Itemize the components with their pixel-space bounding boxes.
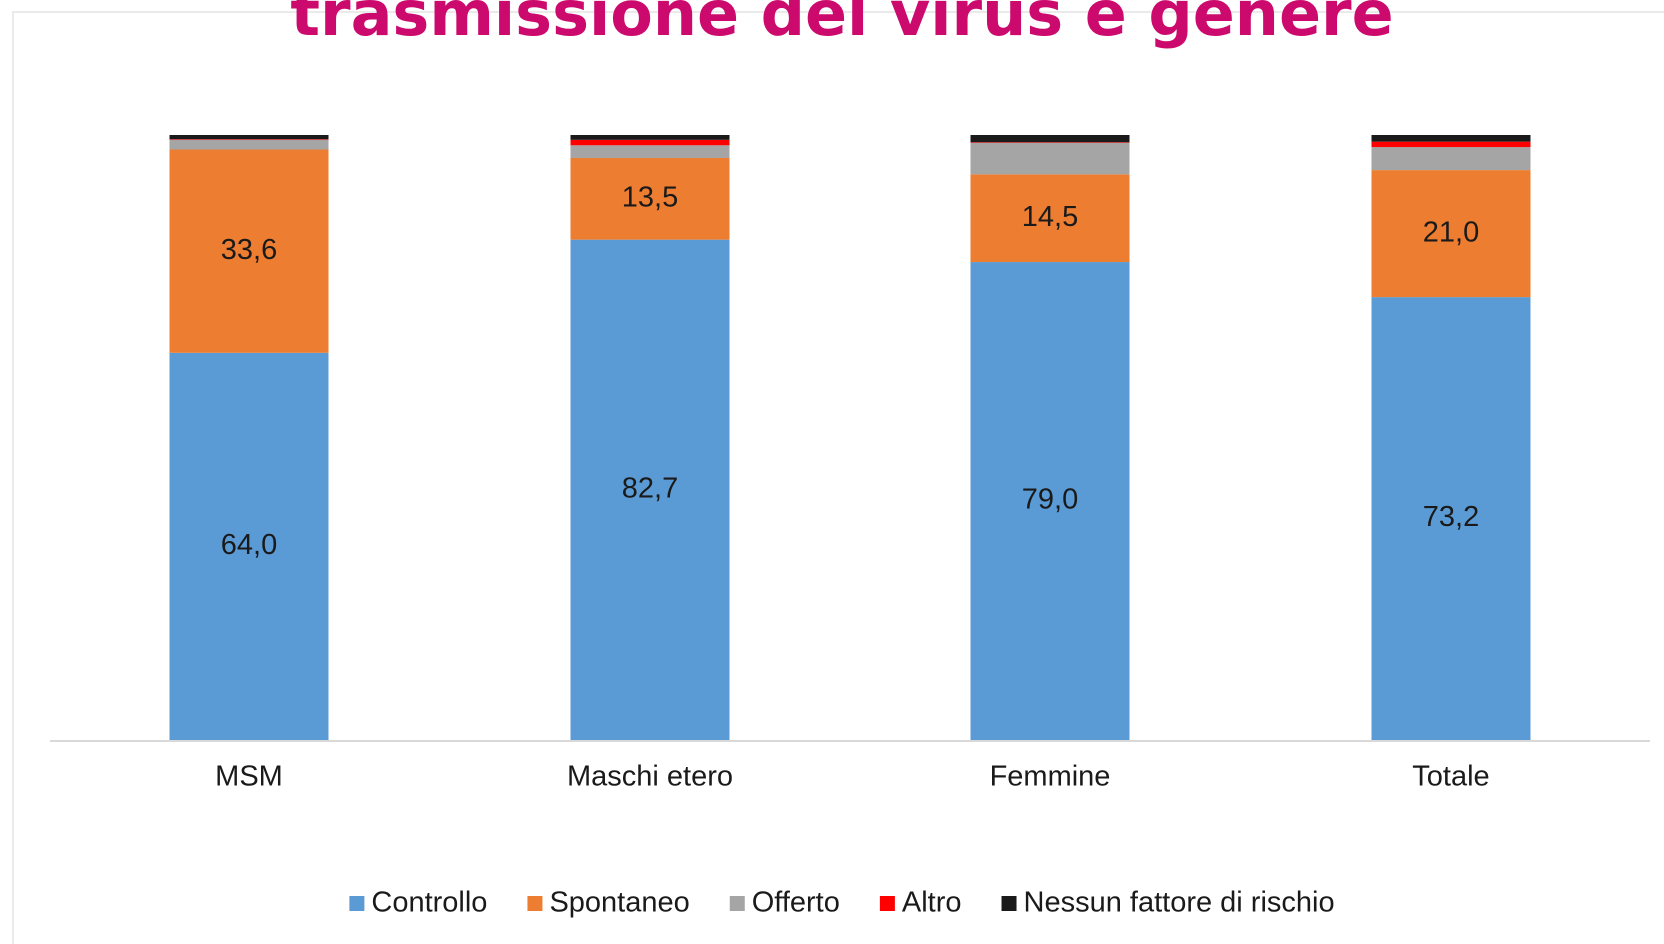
bar-segment [570, 157, 730, 240]
data-label: 73,2 [1423, 501, 1479, 533]
legend-swatch [879, 896, 895, 911]
chart-frame [12, 11, 1664, 944]
legend-label: Altro [902, 887, 962, 919]
x-tick-label: Femmine [990, 761, 1111, 793]
bar-segment [1371, 297, 1531, 740]
data-label: 13,5 [622, 181, 678, 213]
bar-segment [1371, 141, 1531, 148]
bar-segment [169, 135, 329, 140]
bar-segment [169, 352, 329, 740]
data-label: 79,0 [1022, 484, 1078, 516]
legend-swatch [729, 896, 745, 911]
legend-swatch [349, 896, 365, 911]
x-tick-label: MSM [215, 761, 283, 793]
bar-segment [570, 239, 730, 741]
bar-segment [169, 149, 329, 353]
bar-segment [1371, 135, 1531, 142]
bar-segment [570, 135, 730, 140]
legend-swatch [1001, 896, 1017, 911]
bar-segment [970, 142, 1130, 143]
x-tick-label: Totale [1412, 761, 1489, 793]
data-label: 21,0 [1423, 216, 1479, 248]
bar-segment [169, 139, 329, 140]
bar-segment [970, 135, 1130, 143]
bar-segment [970, 262, 1130, 740]
x-tick-label: Maschi etero [567, 761, 733, 793]
bar-segment [1371, 147, 1531, 171]
bar-segment [570, 139, 730, 146]
legend-label: Offerto [752, 887, 840, 919]
bar-segment [570, 145, 730, 158]
data-label: 82,7 [622, 472, 678, 504]
data-label: 64,0 [221, 529, 277, 561]
bar-segment [970, 174, 1130, 263]
legend-label: Spontaneo [549, 887, 689, 919]
bar-segment [1371, 170, 1531, 298]
legend-swatch [527, 896, 543, 911]
legend-label: Controllo [371, 887, 487, 919]
bar-segment [970, 142, 1130, 175]
data-label: 14,5 [1022, 201, 1078, 233]
legend-label: Nessun fattore di rischio [1024, 887, 1335, 919]
bar-segment [169, 139, 329, 150]
data-label: 33,6 [221, 234, 277, 266]
chart-title: trasmissione del virus e genere [290, 0, 1393, 50]
